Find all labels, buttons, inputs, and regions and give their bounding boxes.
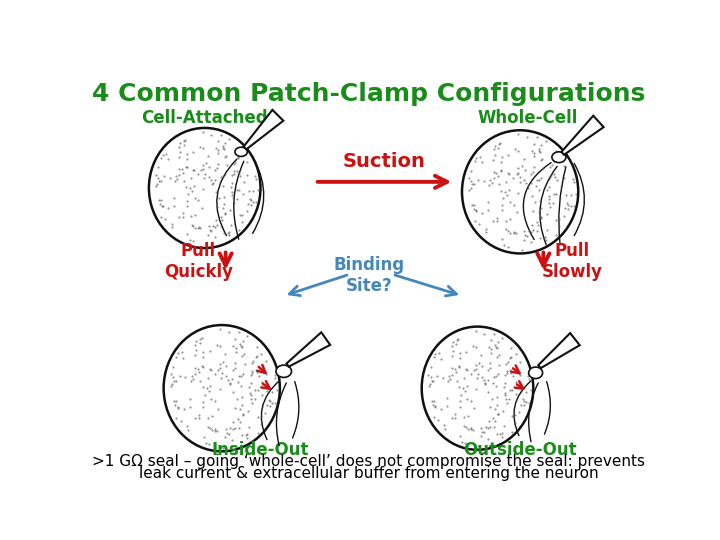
Text: >1 GΩ seal – going ‘whole-cell’ does not compromise the seal: prevents: >1 GΩ seal – going ‘whole-cell’ does not…: [92, 454, 646, 469]
Text: leak current & extracellular buffer from entering the neuron: leak current & extracellular buffer from…: [139, 466, 599, 481]
Text: Pull
Slowly: Pull Slowly: [541, 242, 603, 281]
Ellipse shape: [149, 128, 261, 248]
Ellipse shape: [163, 325, 280, 451]
Text: Outside-Out: Outside-Out: [463, 441, 577, 458]
Ellipse shape: [235, 147, 248, 157]
Text: Binding
Site?: Binding Site?: [333, 256, 405, 294]
Text: Whole-Cell: Whole-Cell: [477, 110, 578, 127]
Ellipse shape: [462, 130, 578, 253]
Ellipse shape: [422, 327, 534, 450]
Text: Cell-Attached: Cell-Attached: [141, 110, 268, 127]
Polygon shape: [287, 332, 330, 367]
Text: Inside-Out: Inside-Out: [212, 441, 310, 458]
Polygon shape: [562, 116, 603, 155]
Ellipse shape: [528, 367, 543, 379]
Ellipse shape: [552, 152, 566, 163]
Polygon shape: [539, 333, 580, 368]
Polygon shape: [243, 110, 284, 150]
Text: 4 Common Patch-Clamp Configurations: 4 Common Patch-Clamp Configurations: [92, 82, 646, 106]
Ellipse shape: [276, 365, 292, 377]
Text: Pull
Quickly: Pull Quickly: [164, 242, 233, 281]
Text: Suction: Suction: [343, 152, 426, 171]
